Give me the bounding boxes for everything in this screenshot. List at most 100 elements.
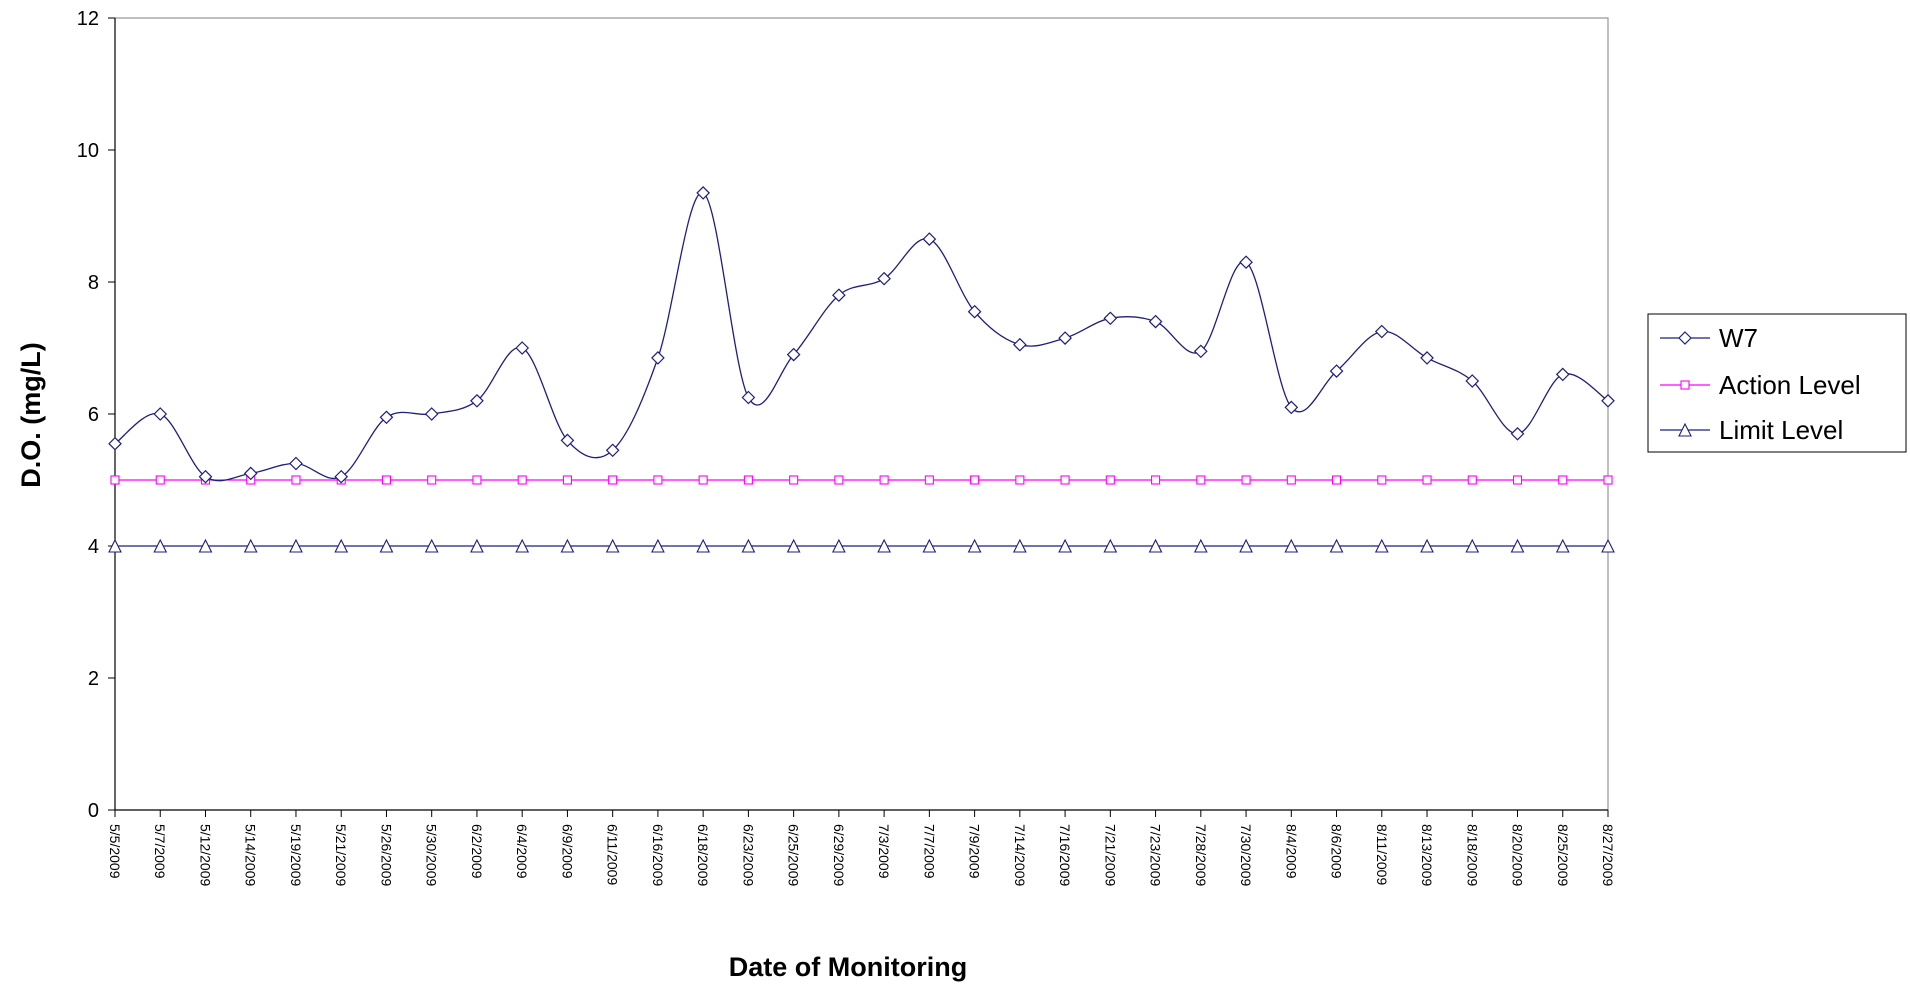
x-tick-label: 7/14/2009	[1012, 824, 1028, 886]
x-tick-label: 8/18/2009	[1464, 824, 1480, 886]
data-point-w7	[696, 186, 711, 200]
data-point-limit-level	[198, 538, 213, 553]
data-point-w7	[1239, 255, 1253, 270]
data-point-limit-level	[922, 538, 937, 553]
data-point-action-level	[698, 475, 708, 485]
series-limit-level	[108, 538, 1615, 553]
data-point-w7	[153, 407, 168, 421]
legend-item-action-level: Action Level	[1660, 370, 1861, 400]
x-tick-label: 7/7/2009	[921, 824, 937, 879]
data-point-w7	[877, 271, 891, 286]
x-tick-label: 6/18/2009	[695, 824, 711, 886]
data-point-action-level	[1196, 475, 1206, 485]
data-point-limit-level	[470, 538, 484, 553]
data-point-limit-level	[831, 538, 846, 553]
data-point-limit-level	[786, 538, 801, 553]
data-point-limit-level	[289, 538, 303, 553]
series-layer	[108, 186, 1615, 553]
data-point-w7	[515, 341, 530, 355]
data-point-w7	[379, 410, 394, 425]
data-point-limit-level	[1103, 538, 1118, 553]
data-point-limit-level	[153, 538, 168, 553]
data-point-action-level	[155, 475, 165, 485]
data-point-w7	[832, 288, 846, 303]
data-point-limit-level	[1148, 538, 1163, 553]
data-point-limit-level	[1284, 538, 1299, 553]
data-point-action-level	[1105, 475, 1115, 485]
data-point-action-level	[608, 475, 618, 485]
data-point-action-level	[1060, 475, 1070, 485]
x-tick-label: 6/4/2009	[514, 824, 530, 879]
y-tick-label: 10	[77, 140, 99, 162]
data-point-w7	[1103, 311, 1118, 326]
x-tick-label: 6/9/2009	[559, 824, 575, 879]
data-point-limit-level	[1012, 538, 1027, 553]
legend-label-action-level: Action Level	[1719, 370, 1861, 400]
data-point-w7	[289, 456, 303, 471]
data-point-w7	[198, 469, 213, 484]
data-point-action-level	[562, 475, 572, 485]
data-point-limit-level	[1193, 538, 1208, 553]
x-tick-label: 6/16/2009	[650, 824, 666, 886]
data-point-w7	[1465, 374, 1480, 388]
data-point-limit-level	[1329, 538, 1344, 553]
data-point-action-level	[1286, 475, 1296, 485]
data-point-action-level	[1512, 475, 1523, 485]
legend-marker-w7	[1678, 331, 1692, 345]
data-point-limit-level	[1420, 538, 1434, 553]
data-point-action-level	[472, 475, 482, 485]
data-point-limit-level	[1239, 538, 1253, 553]
data-point-action-level	[517, 475, 527, 485]
data-point-action-level	[1603, 475, 1613, 485]
data-point-action-level	[743, 475, 753, 485]
data-point-action-level	[1377, 475, 1387, 485]
data-point-w7	[1148, 314, 1163, 329]
data-point-action-level	[789, 475, 799, 485]
x-tick-label: 8/11/2009	[1374, 824, 1390, 885]
x-tick-label: 5/14/2009	[243, 824, 259, 886]
data-point-w7	[1284, 400, 1299, 415]
x-tick-label: 7/16/2009	[1057, 824, 1073, 886]
x-tick-label: 7/23/2009	[1148, 824, 1164, 886]
data-point-w7	[108, 436, 122, 451]
plot-area	[114, 17, 1609, 811]
data-point-action-level	[970, 475, 980, 485]
data-point-w7	[1555, 367, 1570, 382]
x-tick-label: 8/13/2009	[1419, 824, 1435, 886]
x-tick-label: 8/4/2009	[1283, 824, 1299, 879]
data-point-limit-level	[424, 538, 439, 553]
data-point-limit-level	[967, 538, 982, 553]
x-tick-label: 8/6/2009	[1329, 824, 1345, 879]
data-point-limit-level	[877, 538, 892, 553]
data-point-w7	[1193, 344, 1208, 359]
data-point-action-level	[110, 475, 120, 485]
x-tick-label: 6/25/2009	[786, 824, 802, 886]
data-point-w7	[1601, 393, 1615, 408]
data-point-w7	[1374, 324, 1389, 339]
data-point-w7	[1329, 364, 1344, 378]
data-point-action-level	[291, 475, 301, 485]
y-tick-label: 4	[88, 536, 99, 558]
data-point-limit-level	[696, 538, 711, 553]
data-point-limit-level	[1058, 538, 1072, 553]
data-point-limit-level	[379, 538, 394, 553]
y-tick-label: 12	[77, 8, 99, 30]
x-tick-label: 6/23/2009	[740, 824, 756, 886]
y-tick-label: 2	[88, 668, 99, 690]
legend-marker-limit-level	[1678, 422, 1692, 437]
data-point-w7	[741, 390, 756, 405]
data-point-action-level	[1558, 475, 1568, 485]
data-point-limit-level	[605, 538, 620, 553]
data-point-limit-level	[108, 538, 122, 553]
x-tick-label: 6/11/2009	[605, 824, 621, 885]
data-point-w7	[1510, 426, 1525, 441]
data-point-limit-level	[1510, 538, 1525, 553]
x-tick-label: 5/5/2009	[107, 824, 123, 879]
x-tick-label: 6/29/2009	[831, 824, 847, 886]
legend-item-limit-level: Limit Level	[1660, 415, 1843, 445]
data-point-limit-level	[1601, 538, 1615, 553]
data-point-limit-level	[1374, 538, 1389, 553]
legend-label-w7: W7	[1719, 323, 1758, 353]
data-point-w7	[605, 443, 620, 458]
